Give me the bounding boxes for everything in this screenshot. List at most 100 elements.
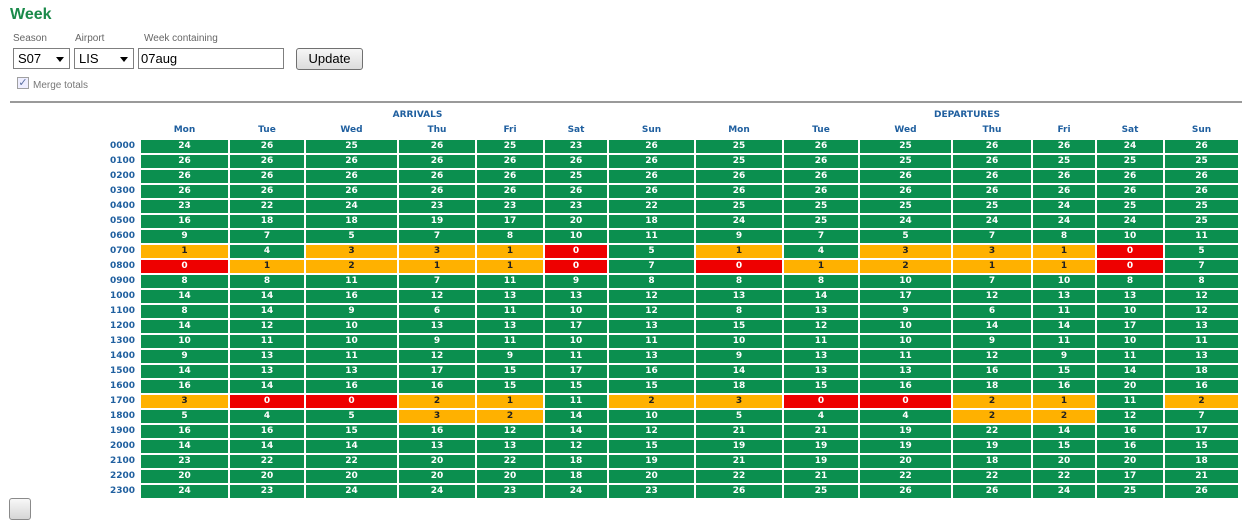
table-cell: 26 <box>860 185 951 198</box>
table-cell: 10 <box>696 335 782 348</box>
table-cell: 13 <box>784 305 858 318</box>
table-cell: 20 <box>860 455 951 468</box>
table-cell: 15 <box>784 380 858 393</box>
table-cell: 11 <box>545 395 607 408</box>
table-cell: 2 <box>477 410 543 423</box>
table-cell: 2 <box>1033 410 1095 423</box>
day-header: Sat <box>1121 125 1139 135</box>
table-cell: 11 <box>545 350 607 363</box>
table-cell: 7 <box>1165 260 1238 273</box>
table-cell: 7 <box>230 230 304 243</box>
table-cell: 24 <box>1097 215 1163 228</box>
season-select[interactable]: S07 <box>13 48 70 69</box>
table-cell: 16 <box>230 425 304 438</box>
table-cell: 25 <box>860 140 951 153</box>
table-cell: 13 <box>1165 350 1238 363</box>
table-cell: 2 <box>399 395 475 408</box>
season-value: S07 <box>18 51 42 66</box>
page-title: Week <box>10 6 52 23</box>
table-cell: 24 <box>306 200 397 213</box>
airport-select[interactable]: LIS <box>74 48 134 69</box>
table-cell: 25 <box>1033 155 1095 168</box>
table-cell: 25 <box>784 215 858 228</box>
day-header: Fri <box>1057 125 1071 135</box>
table-cell: 22 <box>306 455 397 468</box>
table-cell: 16 <box>609 365 694 378</box>
table-cell: 25 <box>696 155 782 168</box>
table-cell: 23 <box>477 485 543 498</box>
table-cell: 21 <box>696 455 782 468</box>
table-cell: 24 <box>1033 200 1095 213</box>
table-cell: 13 <box>609 320 694 333</box>
hour-label: 1900 <box>110 426 136 436</box>
table-cell: 20 <box>230 470 304 483</box>
table-cell: 2 <box>609 395 694 408</box>
table-cell: 24 <box>953 215 1031 228</box>
table-cell: 13 <box>1165 320 1238 333</box>
table-cell: 20 <box>609 470 694 483</box>
table-cell: 25 <box>306 140 397 153</box>
day-header: Thu <box>982 125 1002 135</box>
table-cell: 14 <box>141 290 228 303</box>
table-cell: 20 <box>141 470 228 483</box>
bottom-button[interactable] <box>9 498 31 520</box>
table-cell: 18 <box>545 455 607 468</box>
table-cell: 26 <box>953 485 1031 498</box>
hour-label: 0300 <box>110 186 136 196</box>
table-cell: 24 <box>1033 215 1095 228</box>
table-cell: 26 <box>399 140 475 153</box>
table-cell: 2 <box>953 395 1031 408</box>
table-cell: 7 <box>953 275 1031 288</box>
table-cell: 26 <box>953 185 1031 198</box>
table-cell: 3 <box>399 410 475 423</box>
table-cell: 20 <box>399 470 475 483</box>
table-cell: 5 <box>141 410 228 423</box>
table-cell: 9 <box>953 335 1031 348</box>
table-cell: 19 <box>399 215 475 228</box>
table-cell: 10 <box>860 320 951 333</box>
table-cell: 18 <box>696 380 782 393</box>
table-cell: 13 <box>860 365 951 378</box>
table-cell: 26 <box>953 155 1031 168</box>
table-cell: 11 <box>784 335 858 348</box>
table-cell: 16 <box>860 380 951 393</box>
table-cell: 26 <box>860 485 951 498</box>
table-cell: 12 <box>609 425 694 438</box>
table-cell: 13 <box>609 350 694 363</box>
table-cell: 12 <box>1097 410 1163 423</box>
table-cell: 10 <box>545 230 607 243</box>
table-cell: 26 <box>230 140 304 153</box>
table-cell: 0 <box>1097 260 1163 273</box>
day-header: Mon <box>728 125 750 135</box>
day-header: Wed <box>340 125 363 135</box>
table-cell: 26 <box>1033 185 1095 198</box>
table-cell: 26 <box>1097 185 1163 198</box>
update-button[interactable]: Update <box>296 48 363 70</box>
week-input[interactable]: 07aug <box>138 48 284 69</box>
table-cell: 26 <box>399 170 475 183</box>
table-cell: 14 <box>1033 425 1095 438</box>
table-cell: 23 <box>609 485 694 498</box>
table-cell: 1 <box>1033 245 1095 258</box>
table-cell: 10 <box>306 335 397 348</box>
table-cell: 20 <box>1033 455 1095 468</box>
table-cell: 26 <box>1097 170 1163 183</box>
table-cell: 15 <box>477 365 543 378</box>
table-cell: 1 <box>696 245 782 258</box>
table-cell: 11 <box>306 350 397 363</box>
checkmark-icon: ✓ <box>18 76 28 89</box>
table-cell: 26 <box>141 155 228 168</box>
table-cell: 26 <box>545 155 607 168</box>
table-cell: 15 <box>1033 440 1095 453</box>
table-cell: 24 <box>545 485 607 498</box>
table-cell: 8 <box>1165 275 1238 288</box>
table-cell: 5 <box>306 410 397 423</box>
table-cell: 22 <box>696 470 782 483</box>
merge-totals-checkbox[interactable]: ✓ <box>17 77 29 89</box>
table-cell: 16 <box>141 215 228 228</box>
table-cell: 15 <box>477 380 543 393</box>
table-cell: 0 <box>545 260 607 273</box>
table-cell: 9 <box>696 230 782 243</box>
table-cell: 11 <box>609 335 694 348</box>
table-cell: 13 <box>784 350 858 363</box>
